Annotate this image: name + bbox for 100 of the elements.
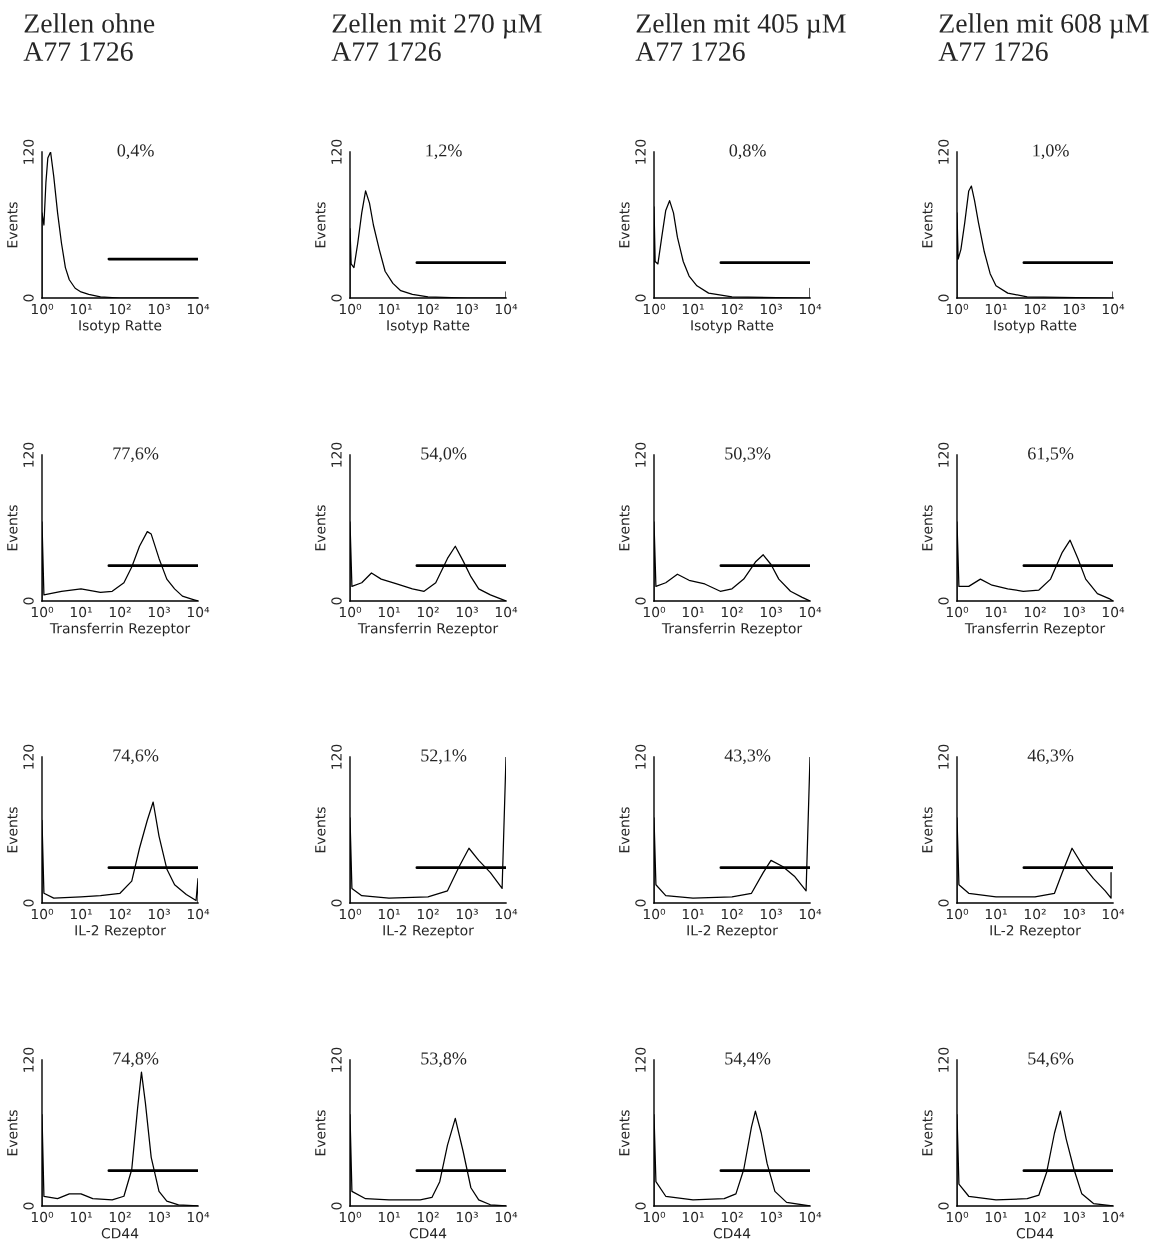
y-tick-label: 0 <box>331 294 342 302</box>
annotation: 52,1% <box>421 749 467 765</box>
x-tick-label: 10³ <box>148 303 170 315</box>
x-tick-label: 10² <box>109 908 131 920</box>
x-axis-title: Isotyp Ratte <box>691 320 774 334</box>
annotation: 54,6% <box>1028 1052 1074 1068</box>
x-tick-label: 10³ <box>148 908 170 920</box>
x-tick-label: 10¹ <box>682 606 704 618</box>
x-tick-label: 10³ <box>760 606 782 618</box>
x-tick-label: 10² <box>721 606 743 618</box>
x-tick-label: 10³ <box>456 908 478 920</box>
y-tick-label: 120 <box>331 744 342 769</box>
x-tick-label: 10² <box>1024 303 1046 315</box>
x-axis-title: Transferrin Rezeptor <box>661 622 803 637</box>
y-tick-label: 120 <box>23 139 34 164</box>
annotation: 77,6% <box>113 447 159 463</box>
x-tick-label: 10³ <box>760 908 782 920</box>
y-axis-title: Events <box>315 202 326 248</box>
y-tick-label: 0 <box>635 1202 646 1210</box>
x-tick-label: 10² <box>417 1211 439 1223</box>
x-tick-label: 10⁰ <box>946 1211 969 1223</box>
y-tick-label: 120 <box>938 442 949 467</box>
x-tick-label: 10⁰ <box>31 908 54 920</box>
x-tick-label: 10³ <box>456 606 478 618</box>
x-tick-label: 10⁴ <box>799 1211 822 1223</box>
x-tick-label: 10⁰ <box>643 606 666 618</box>
x-tick-label: 10⁰ <box>643 1211 666 1223</box>
y-tick-label: 120 <box>331 139 342 164</box>
x-axis-title: IL-2 Rezeptor <box>687 925 778 939</box>
annotation: 0,4% <box>117 144 154 160</box>
x-tick-label: 10³ <box>1063 908 1085 920</box>
x-axis-title: Transferrin Rezeptor <box>964 622 1106 637</box>
annotation: 1,0% <box>1033 144 1069 160</box>
annotation: 50,3% <box>725 447 771 463</box>
x-tick-label: 10³ <box>456 1211 478 1223</box>
y-axis-title: Events <box>315 807 326 853</box>
x-tick-label: 10² <box>109 606 131 618</box>
y-tick-label: 120 <box>938 139 949 164</box>
x-axis-title: Transferrin Rezeptor <box>49 622 191 637</box>
x-tick-label: 10⁴ <box>495 1211 518 1223</box>
y-axis-title: Events <box>7 1110 18 1156</box>
annotation: 1,2% <box>426 144 462 160</box>
x-axis-title: Isotyp Ratte <box>994 320 1077 334</box>
x-tick-label: 10² <box>1024 908 1046 920</box>
y-axis-title: Events <box>922 202 933 248</box>
annotation: 74,6% <box>113 749 159 765</box>
x-tick-label: 10⁴ <box>495 908 518 920</box>
x-tick-label: 10¹ <box>70 908 92 920</box>
x-tick-label: 10² <box>1024 606 1046 618</box>
annotation: 46,3% <box>1027 749 1074 765</box>
x-axis-title: Transferrin Rezeptor <box>357 622 499 637</box>
x-tick-label: 10¹ <box>682 303 704 315</box>
y-tick-label: 120 <box>23 744 34 769</box>
x-tick-label: 10⁰ <box>339 908 362 920</box>
y-tick-label: 120 <box>635 744 646 769</box>
x-tick-label: 10³ <box>1063 606 1085 618</box>
x-tick-label: 10¹ <box>70 303 92 315</box>
chart-title: Zellen ohne A77 1726 <box>23 13 155 61</box>
x-tick-label: 10³ <box>760 303 782 315</box>
y-tick-label: 0 <box>331 1202 342 1210</box>
x-tick-label: 10³ <box>148 606 170 618</box>
x-tick-label: 10¹ <box>70 606 92 618</box>
x-axis-title: Isotyp Ratte <box>79 320 162 334</box>
y-axis-title: Events <box>619 202 630 248</box>
x-tick-label: 10⁴ <box>799 908 822 920</box>
annotation: 43,3% <box>724 749 771 765</box>
x-tick-label: 10⁰ <box>31 606 54 618</box>
x-tick-label: 10² <box>417 303 439 315</box>
y-tick-label: 0 <box>23 294 34 302</box>
x-axis-title: CD44 <box>409 1228 447 1239</box>
y-tick-label: 0 <box>23 899 34 907</box>
y-tick-label: 0 <box>331 597 342 605</box>
y-axis-title: Events <box>922 505 933 551</box>
annotation: 74,8% <box>113 1052 159 1068</box>
annotation: 61,5% <box>1028 447 1074 463</box>
x-tick-label: 10⁰ <box>643 908 666 920</box>
x-axis-title: IL-2 Rezeptor <box>990 925 1081 939</box>
y-axis-title: Events <box>7 505 18 551</box>
x-tick-label: 10⁰ <box>339 606 362 618</box>
y-tick-label: 0 <box>23 1202 34 1210</box>
y-axis-title: Events <box>619 1110 630 1156</box>
x-tick-label: 10⁴ <box>1102 1211 1125 1223</box>
x-tick-label: 10¹ <box>378 303 400 315</box>
x-tick-label: 10¹ <box>682 1211 704 1223</box>
x-axis-title: CD44 <box>1016 1228 1054 1239</box>
x-tick-label: 10¹ <box>70 1211 92 1223</box>
x-tick-label: 10⁴ <box>495 606 518 618</box>
x-axis-title: IL-2 Rezeptor <box>383 925 474 939</box>
y-axis-title: Events <box>7 202 18 248</box>
x-tick-label: 10³ <box>1063 303 1085 315</box>
x-tick-label: 10⁰ <box>31 1211 54 1223</box>
x-tick-label: 10¹ <box>378 606 400 618</box>
x-tick-label: 10⁰ <box>31 303 54 315</box>
x-tick-label: 10⁴ <box>799 303 822 315</box>
y-tick-label: 120 <box>938 1047 949 1072</box>
y-tick-label: 120 <box>331 442 342 467</box>
y-axis-title: Events <box>315 505 326 551</box>
x-axis-title: CD44 <box>101 1228 139 1239</box>
x-tick-label: 10¹ <box>378 1211 400 1223</box>
annotation: 54,0% <box>421 447 467 463</box>
